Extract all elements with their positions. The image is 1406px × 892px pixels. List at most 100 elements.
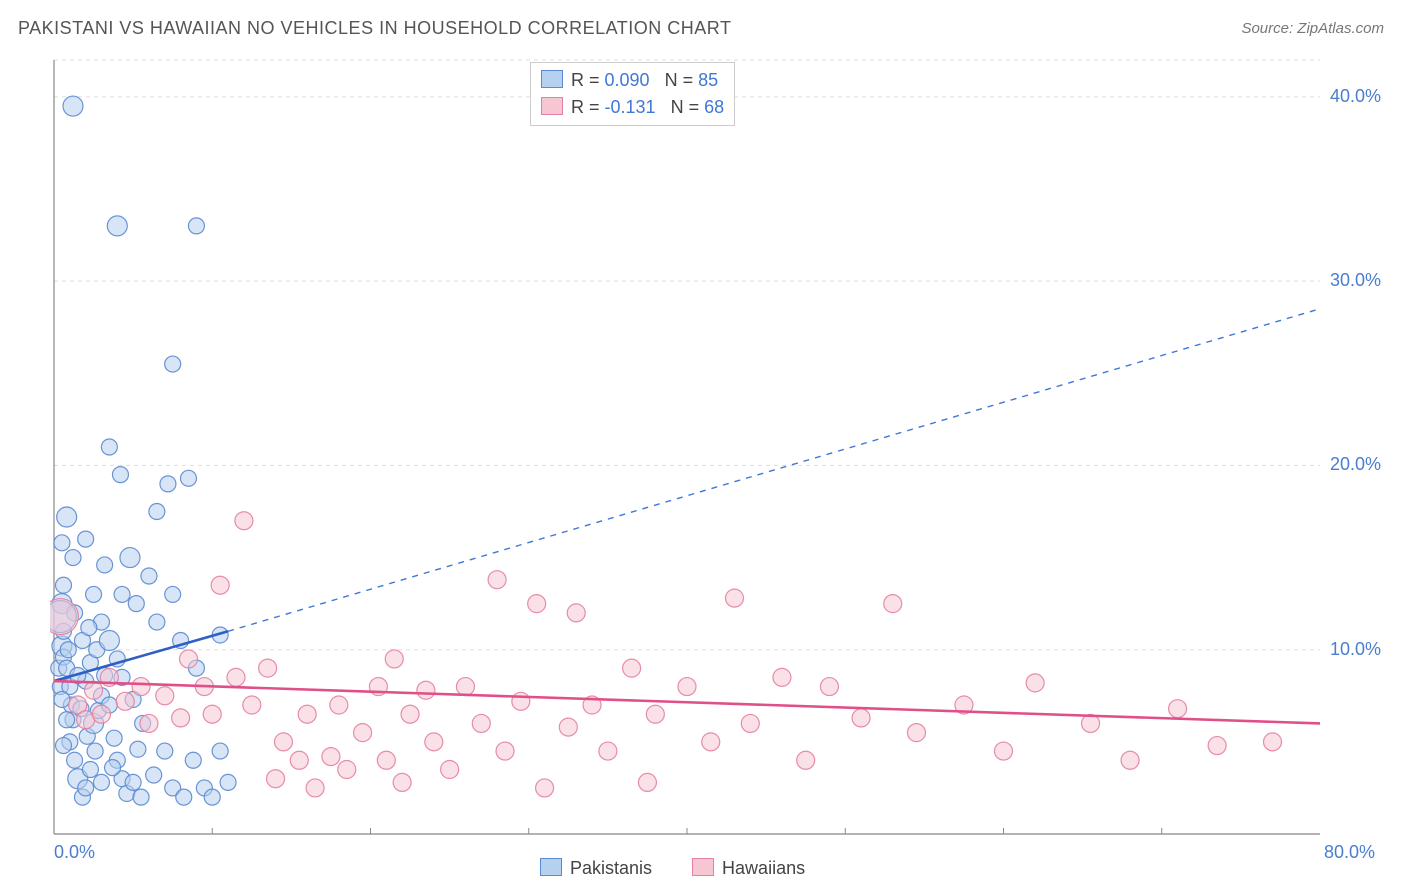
data-point xyxy=(330,696,348,714)
stats-legend-row: R = 0.090 N = 85 xyxy=(541,67,724,94)
data-point xyxy=(259,659,277,677)
data-point xyxy=(92,705,110,723)
y-tick-label: 20.0% xyxy=(1330,454,1381,475)
data-point xyxy=(741,714,759,732)
data-point xyxy=(59,712,75,728)
data-point xyxy=(1121,751,1139,769)
data-point xyxy=(99,631,119,651)
data-point xyxy=(212,743,228,759)
data-point xyxy=(338,761,356,779)
data-point xyxy=(1026,674,1044,692)
series-legend-label: Pakistanis xyxy=(570,858,652,878)
legend-swatch xyxy=(540,858,562,876)
data-point xyxy=(1264,733,1282,751)
data-point xyxy=(725,589,743,607)
data-point xyxy=(63,96,83,116)
data-point xyxy=(528,595,546,613)
data-point xyxy=(678,678,696,696)
data-point xyxy=(112,467,128,483)
data-point xyxy=(377,751,395,769)
data-point xyxy=(820,678,838,696)
data-point xyxy=(472,714,490,732)
data-point xyxy=(995,742,1013,760)
data-point xyxy=(220,774,236,790)
data-point xyxy=(93,774,109,790)
data-point xyxy=(116,692,134,710)
data-point xyxy=(67,752,83,768)
data-point xyxy=(125,774,141,790)
data-point xyxy=(1208,737,1226,755)
data-point xyxy=(512,692,530,710)
scatter-plot xyxy=(50,56,1380,838)
data-point xyxy=(188,218,204,234)
data-point xyxy=(55,577,71,593)
data-point xyxy=(235,512,253,530)
data-point xyxy=(160,476,176,492)
stats-legend-row: R = -0.131 N = 68 xyxy=(541,94,724,121)
data-point xyxy=(797,751,815,769)
data-point xyxy=(97,557,113,573)
data-point xyxy=(488,571,506,589)
data-point xyxy=(106,730,122,746)
x-tick-label: 80.0% xyxy=(1324,842,1375,863)
data-point xyxy=(907,724,925,742)
data-point xyxy=(559,718,577,736)
data-point xyxy=(181,470,197,486)
data-point xyxy=(101,439,117,455)
data-point xyxy=(172,709,190,727)
x-tick-label: 0.0% xyxy=(54,842,95,863)
data-point xyxy=(702,733,720,751)
data-point xyxy=(298,705,316,723)
data-point xyxy=(140,714,158,732)
data-point xyxy=(130,741,146,757)
data-point xyxy=(267,770,285,788)
data-point xyxy=(141,568,157,584)
y-tick-label: 10.0% xyxy=(1330,639,1381,660)
data-point xyxy=(227,668,245,686)
data-point xyxy=(133,789,149,805)
data-point xyxy=(82,762,98,778)
data-point xyxy=(78,780,94,796)
data-point xyxy=(441,761,459,779)
data-point xyxy=(306,779,324,797)
data-point xyxy=(203,705,221,723)
data-point xyxy=(204,789,220,805)
data-point xyxy=(180,650,198,668)
data-point xyxy=(165,586,181,602)
data-point xyxy=(156,687,174,705)
data-point xyxy=(385,650,403,668)
y-tick-label: 40.0% xyxy=(1330,86,1381,107)
data-point xyxy=(401,705,419,723)
data-point xyxy=(185,752,201,768)
data-point xyxy=(536,779,554,797)
data-point xyxy=(354,724,372,742)
data-point xyxy=(55,738,71,754)
data-point xyxy=(132,678,150,696)
data-point xyxy=(60,642,76,658)
data-point xyxy=(120,548,140,568)
data-point xyxy=(496,742,514,760)
series-legend: PakistanisHawaiians xyxy=(540,858,845,879)
data-point xyxy=(456,678,474,696)
data-point xyxy=(165,356,181,372)
data-point xyxy=(884,595,902,613)
data-point xyxy=(105,760,121,776)
data-point xyxy=(85,681,103,699)
stats-legend: R = 0.090 N = 85R = -0.131 N = 68 xyxy=(530,62,735,126)
data-point xyxy=(54,535,70,551)
y-tick-label: 30.0% xyxy=(1330,270,1381,291)
data-point xyxy=(107,216,127,236)
data-point xyxy=(54,691,70,707)
legend-swatch xyxy=(541,97,563,115)
data-point xyxy=(393,773,411,791)
data-point xyxy=(176,789,192,805)
data-point xyxy=(114,586,130,602)
data-point xyxy=(65,550,81,566)
data-point xyxy=(773,668,791,686)
data-point xyxy=(322,748,340,766)
data-point xyxy=(417,681,435,699)
data-point xyxy=(290,751,308,769)
data-point xyxy=(274,733,292,751)
series-legend-item: Pakistanis xyxy=(540,858,652,879)
data-point xyxy=(425,733,443,751)
